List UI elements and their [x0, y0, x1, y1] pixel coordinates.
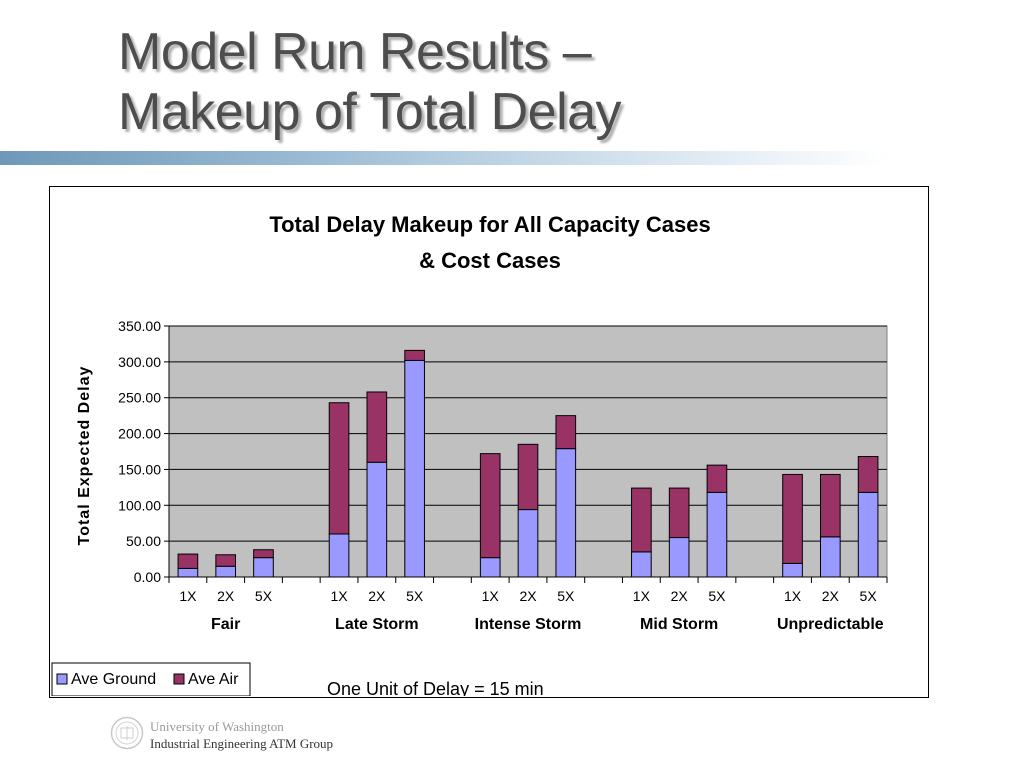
- y-tick-label: 50.00: [126, 533, 161, 549]
- bar-ave-ground: [366, 461, 388, 578]
- bar-ave-ground: [782, 562, 803, 578]
- bar-ave-air: [857, 456, 879, 493]
- x-group-label: Mid Storm: [640, 616, 718, 633]
- x-category-label: 2X: [217, 588, 235, 604]
- footer-university: University of Washington: [150, 719, 284, 734]
- legend-label: Ave Air: [188, 671, 239, 688]
- x-category-label: 1X: [330, 588, 348, 604]
- y-tick-label: 350.00: [118, 318, 161, 334]
- x-category-label: 2X: [822, 588, 840, 604]
- y-tick-label: 0.00: [134, 569, 161, 585]
- x-category-label: 1X: [633, 588, 651, 604]
- bar-ave-air: [782, 473, 803, 564]
- x-category-label: 2X: [519, 588, 537, 604]
- bar-ave-ground: [857, 491, 879, 578]
- slide-title-line2: Makeup of Total Delay: [118, 83, 622, 141]
- bar-ave-ground: [404, 359, 425, 578]
- footer-group: Industrial Engineering ATM Group: [150, 736, 334, 751]
- bar-ave-ground: [706, 491, 728, 578]
- bar-ave-air: [253, 549, 274, 559]
- bar-ave-ground: [517, 509, 539, 578]
- delay-makeup-chart: Total Delay Makeup for All Capacity Case…: [51, 212, 888, 696]
- bar-ave-air: [215, 554, 237, 567]
- y-tick-label: 200.00: [118, 426, 161, 442]
- bar-ave-air: [668, 487, 690, 539]
- bar-ave-air: [404, 349, 425, 361]
- x-category-label: 5X: [708, 588, 726, 604]
- chart-title-line2: & Cost Cases: [419, 248, 561, 273]
- university-seal-icon: [110, 716, 144, 750]
- bar-ave-air: [328, 402, 350, 535]
- bar-ave-air: [366, 391, 388, 463]
- x-category-label: 5X: [406, 588, 424, 604]
- bar-ave-ground: [819, 536, 841, 578]
- bar-ave-ground: [479, 557, 501, 578]
- x-category-label: 2X: [368, 588, 386, 604]
- y-tick-label: 300.00: [118, 354, 161, 370]
- y-tick-label: 250.00: [118, 390, 161, 406]
- bar-ave-air: [555, 415, 577, 450]
- x-group-label: Fair: [211, 616, 240, 633]
- bar-ave-air: [706, 464, 728, 493]
- title-rule: [0, 151, 890, 165]
- chart-title-line1: Total Delay Makeup for All Capacity Case…: [269, 212, 710, 237]
- bar-ave-air: [517, 443, 539, 511]
- legend-swatch: [56, 673, 68, 685]
- legend-box: [51, 662, 251, 696]
- bar-ave-ground: [177, 567, 199, 578]
- y-axis-title: Total Expected Delay: [76, 366, 93, 546]
- x-category-label: 1X: [482, 588, 500, 604]
- x-category-label: 5X: [557, 588, 575, 604]
- x-group-label: Unpredictable: [777, 616, 884, 633]
- legend-label: Ave Ground: [71, 671, 156, 688]
- x-category-label: 5X: [860, 588, 878, 604]
- bar-ave-air: [479, 453, 501, 559]
- bar-ave-ground: [668, 537, 690, 578]
- x-category-label: 1X: [179, 588, 197, 604]
- bar-ave-air: [177, 553, 199, 569]
- x-category-label: 5X: [255, 588, 273, 604]
- y-tick-label: 100.00: [118, 497, 161, 513]
- bar-ave-ground: [253, 557, 274, 578]
- x-group-label: Intense Storm: [475, 616, 582, 633]
- bar-ave-air: [631, 487, 652, 553]
- chart-frame: Total Delay Makeup for All Capacity Case…: [49, 186, 929, 698]
- bar-ave-ground: [555, 448, 577, 578]
- bar-ave-ground: [215, 565, 237, 578]
- y-tick-label: 150.00: [118, 461, 161, 477]
- bar-ave-ground: [631, 551, 652, 578]
- annotation-text: One Unit of Delay = 15 min: [327, 679, 544, 696]
- slide-title: Model Run Results – Makeup of Total Dela…: [118, 22, 918, 142]
- x-category-label: 2X: [671, 588, 689, 604]
- bar-ave-ground: [328, 533, 350, 578]
- x-category-label: 1X: [784, 588, 802, 604]
- x-group-label: Late Storm: [335, 616, 419, 633]
- legend-swatch: [173, 673, 185, 685]
- bar-ave-air: [819, 473, 841, 538]
- slide-title-line1: Model Run Results –: [118, 23, 592, 81]
- footer: University of Washington Industrial Engi…: [150, 718, 333, 752]
